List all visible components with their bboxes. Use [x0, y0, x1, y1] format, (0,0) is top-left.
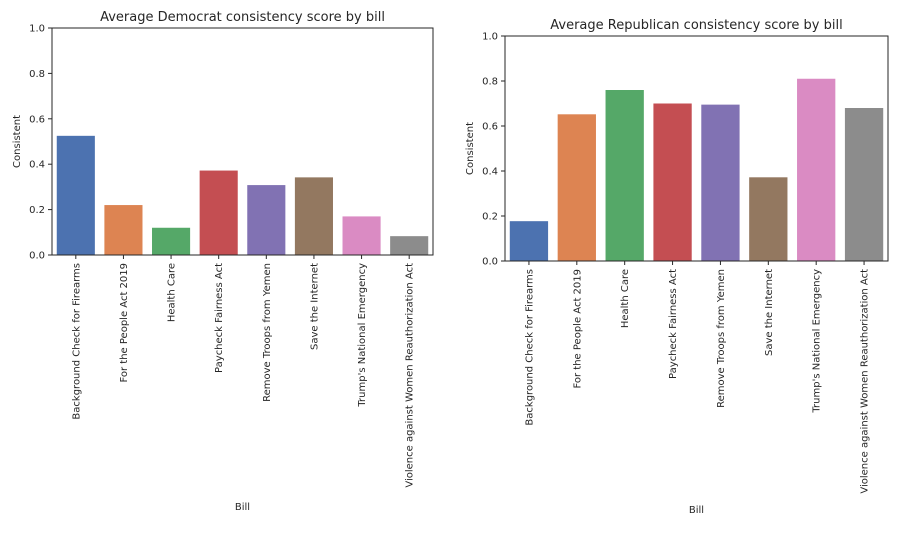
- republican-ytick-label: 0.0: [482, 257, 498, 268]
- democrat-bar: [152, 227, 191, 255]
- democrat-bar: [247, 185, 286, 255]
- democrat-bar: [342, 216, 381, 255]
- democrat-ytick-label: 0.6: [29, 114, 45, 125]
- democrat-xtick-label: Paycheck Fairness Act: [214, 263, 225, 373]
- republican-bar: [701, 104, 740, 261]
- democrat-ytick-label: 0.4: [29, 160, 45, 171]
- republican-x-axis-label: Bill: [689, 505, 704, 516]
- republican-xtick-label: Remove Troops from Yemen: [716, 269, 727, 408]
- democrat-bar: [294, 177, 333, 255]
- republican-xtick-label: For the People Act 2019: [572, 269, 583, 389]
- republican-xtick-label: Save the Internet: [764, 269, 775, 356]
- democrat-x-axis-label: Bill: [235, 502, 250, 513]
- republican-bar: [653, 103, 692, 261]
- democrat-bar: [56, 135, 95, 255]
- republican-ytick-label: 0.4: [482, 167, 498, 178]
- republican-y-axis-label: Consistent: [465, 122, 476, 175]
- democrat-bar: [199, 170, 238, 255]
- democrat-plot-frame: [51, 27, 434, 256]
- democrat-ytick-label: 0.0: [29, 251, 45, 262]
- democrat-xtick-label: Health Care: [167, 263, 178, 322]
- republican-xtick-label: Paycheck Fairness Act: [668, 269, 679, 379]
- republican-xtick-label: Background Check for Firearms: [524, 269, 535, 426]
- republican-ytick-label: 1.0: [482, 32, 498, 43]
- democrat-chart-title: Average Democrat consistency score by bi…: [100, 10, 385, 25]
- republican-bar: [797, 78, 836, 261]
- democrat-chart: 0.0 0.2 0.4 0.6 0.8 1.0 Background Check for F…: [12, 10, 434, 513]
- democrat-xtick-label: Violence against Women Reauthorization A…: [405, 263, 416, 488]
- democrat-xtick-label: Background Check for Firearms: [71, 263, 82, 420]
- democrat-ytick-label: 1.0: [29, 24, 45, 35]
- republican-xtick-label: Health Care: [620, 269, 631, 328]
- republican-bar: [844, 108, 884, 261]
- democrat-xtick-label: Remove Troops from Yemen: [262, 263, 273, 402]
- republican-ytick-label: 0.2: [482, 212, 498, 223]
- republican-plot-frame: [504, 35, 889, 262]
- republican-chart-title: Average Republican consistency score by …: [550, 18, 842, 33]
- republican-xtick-label: Trump's National Emergency: [812, 269, 823, 414]
- republican-ytick-label: 0.6: [482, 122, 498, 133]
- republican-bar: [509, 221, 549, 261]
- democrat-ytick-label: 0.2: [29, 205, 45, 216]
- democrat-ytick-label: 0.8: [29, 69, 45, 80]
- democrat-bar: [390, 236, 429, 255]
- republican-bar: [749, 177, 788, 261]
- democrat-xtick-label: Trump's National Emergency: [357, 263, 368, 408]
- republican-ytick-label: 0.8: [482, 77, 498, 88]
- republican-chart: 0.0 0.2 0.4 0.6 0.8 1.0 Background Check for F…: [465, 18, 889, 516]
- democrat-xtick-label: Save the Internet: [309, 263, 320, 350]
- republican-bar: [557, 114, 596, 261]
- republican-bar: [605, 90, 644, 261]
- republican-xtick-label: Violence against Women Reauthorization A…: [860, 269, 871, 494]
- democrat-bar: [104, 205, 143, 255]
- democrat-y-axis-label: Consistent: [12, 115, 23, 168]
- democrat-xtick-label: For the People Act 2019: [119, 263, 130, 383]
